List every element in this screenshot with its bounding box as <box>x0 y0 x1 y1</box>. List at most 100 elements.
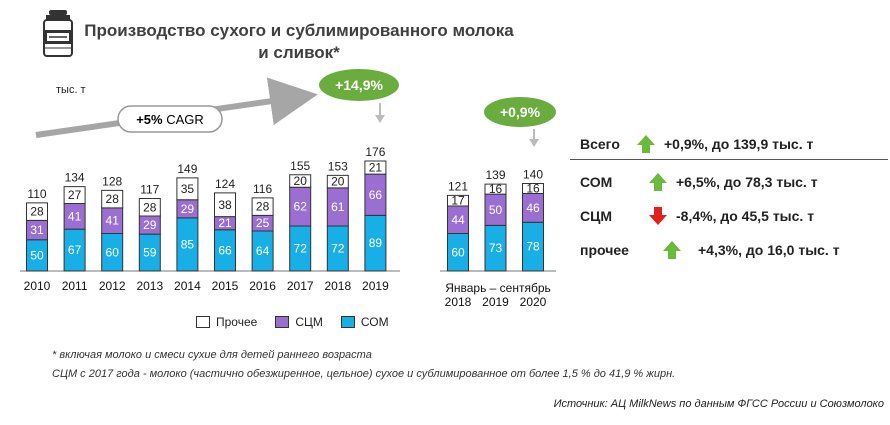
annual-total-2011: 134 <box>65 171 85 185</box>
legend-label-som: СОМ <box>360 315 389 329</box>
annual-tick-2010: 2010 <box>24 279 51 293</box>
annual-value-scm-2010: 31 <box>30 223 44 237</box>
period-value-scm-2018: 44 <box>451 213 465 227</box>
annual-value-som-2010: 50 <box>30 248 44 262</box>
period-value-som-2019: 73 <box>489 241 503 255</box>
legend-item-som: СОМ <box>340 315 389 329</box>
summary-value: +4,3%, до 16,0 тыс. т <box>698 242 840 258</box>
annual-tick-2015: 2015 <box>212 279 239 293</box>
annual-bar-prochee-2015 <box>214 192 236 218</box>
legend-swatch-scm <box>275 316 290 328</box>
annual-total-2014: 149 <box>177 162 197 176</box>
annual-value-som-2013: 59 <box>143 246 157 260</box>
period-value-prochee-2018: 17 <box>451 194 465 208</box>
annual-value-prochee-2013: 28 <box>143 200 157 214</box>
annual-total-2016: 116 <box>253 182 272 196</box>
cagr-bubble <box>117 105 223 133</box>
arrow-down-icon <box>649 207 667 225</box>
footnote-2: СЦМ с 2017 года - молоко (частично обезж… <box>52 368 676 380</box>
summary-value: +0,9%, до 139,9 тыс. т <box>664 136 814 152</box>
annual-value-prochee-2011: 27 <box>68 188 82 202</box>
period-value-som-2020: 78 <box>526 240 540 254</box>
period-bar-prochee-2019 <box>484 183 507 195</box>
annual-value-som-2011: 67 <box>68 243 82 257</box>
annual-bar-prochee-2011 <box>63 186 86 204</box>
period-value-prochee-2020: 16 <box>526 182 540 196</box>
annual-total-2015: 124 <box>215 177 235 191</box>
annual-total-2010: 110 <box>27 187 46 201</box>
period-bar-prochee-2018 <box>447 194 469 207</box>
legend-item-prochee: Прочее <box>196 315 257 329</box>
period-total-2020: 140 <box>523 168 543 182</box>
cagr-pct: +5% <box>136 112 163 127</box>
legend-item-scm: СЦМ <box>275 315 323 329</box>
summary-row-som: СОМ +6,5%, до 78,3 тыс. т <box>570 166 888 200</box>
milk-jar-icon <box>43 10 73 57</box>
period-value-som-2018: 60 <box>451 245 465 259</box>
unit-label: тыс. т <box>56 84 86 96</box>
summary-row-total: Всего +0,9%, до 139,9 тыс. т <box>570 128 888 162</box>
summary-row-scm: СЦМ -8,4%, до 45,5 тыс. т <box>570 200 888 234</box>
period-value-scm-2020: 46 <box>526 201 540 215</box>
annual-total-2012: 128 <box>102 174 122 188</box>
summary-name: прочее <box>580 242 629 258</box>
annual-value-prochee-2015: 38 <box>218 198 232 212</box>
annual-bar-prochee-2019 <box>364 160 387 175</box>
arrow-up-icon <box>637 135 655 153</box>
annual-value-prochee-2012: 28 <box>106 192 120 206</box>
period-tick-2018: 2018 <box>445 295 472 309</box>
summary-value: -8,4%, до 45,5 тыс. т <box>676 208 815 224</box>
annual-value-som-2018: 72 <box>331 242 345 256</box>
summary-panel: Всего +0,9%, до 139,9 тыс. т СОМ +6,5%, … <box>570 128 888 268</box>
annual-value-scm-2011: 41 <box>68 209 82 223</box>
cagr-label: +5% CAGR <box>136 112 204 127</box>
cagr-word: CAGR <box>166 112 204 127</box>
growth-bubble-2020: +0,9% <box>484 97 556 147</box>
annual-value-som-2019: 89 <box>369 236 383 250</box>
annual-tick-2016: 2016 <box>249 279 276 293</box>
annual-value-som-2012: 60 <box>106 245 120 259</box>
annual-bar-prochee-2018 <box>326 174 349 189</box>
annual-value-scm-2015: 21 <box>218 216 232 230</box>
annual-tick-2011: 2011 <box>62 279 88 293</box>
summary-divider <box>570 159 888 160</box>
annual-bar-prochee-2014 <box>176 177 199 201</box>
annual-value-scm-2016: 25 <box>256 216 270 230</box>
annual-value-scm-2017: 62 <box>294 200 308 214</box>
annual-bar-prochee-2017 <box>289 174 312 188</box>
annual-bar-prochee-2012 <box>101 189 124 209</box>
growth-label-2020: +0,9% <box>500 104 541 120</box>
annual-value-prochee-2010: 28 <box>30 205 44 219</box>
annual-value-prochee-2014: 35 <box>181 182 195 196</box>
annual-value-prochee-2016: 28 <box>256 200 270 214</box>
annual-value-scm-2014: 29 <box>181 202 195 216</box>
annual-value-scm-2012: 41 <box>106 214 120 228</box>
annual-tick-2012: 2012 <box>99 279 126 293</box>
annual-value-som-2015: 66 <box>218 243 232 257</box>
annual-total-2013: 117 <box>140 183 159 197</box>
annual-value-scm-2019: 66 <box>369 188 383 202</box>
annual-value-som-2017: 72 <box>294 242 308 256</box>
annual-value-som-2014: 85 <box>181 237 195 251</box>
period-tick-2019: 2019 <box>482 295 509 309</box>
annual-total-2018: 153 <box>328 159 348 173</box>
legend-label-prochee: Прочее <box>216 315 258 329</box>
arrow-up-icon <box>649 173 667 191</box>
summary-row-prochee: прочее +4,3%, до 16,0 тыс. т <box>570 234 888 268</box>
annual-tick-2014: 2014 <box>174 279 201 293</box>
annual-value-som-2016: 64 <box>256 244 270 258</box>
period-total-2019: 139 <box>485 168 505 182</box>
annual-total-2017: 155 <box>290 159 310 173</box>
source-note: Источник: АЦ MilkNews по данным ФГСС Рос… <box>553 398 884 410</box>
annual-bar-prochee-2013 <box>138 198 161 217</box>
annual-value-scm-2013: 29 <box>143 218 157 232</box>
annual-value-prochee-2017: 20 <box>294 174 308 188</box>
period-total-2018: 121 <box>448 179 468 193</box>
footnote-1: * включая молоко и смеси сухие для детей… <box>52 349 372 361</box>
summary-name: Всего <box>580 136 620 152</box>
annual-total-2019: 176 <box>365 145 385 159</box>
chart-title: Производство сухого и сублимированного м… <box>84 21 514 62</box>
annual-tick-2013: 2013 <box>136 279 163 293</box>
period-value-prochee-2019: 16 <box>489 182 503 196</box>
annual-value-prochee-2019: 21 <box>369 161 383 175</box>
